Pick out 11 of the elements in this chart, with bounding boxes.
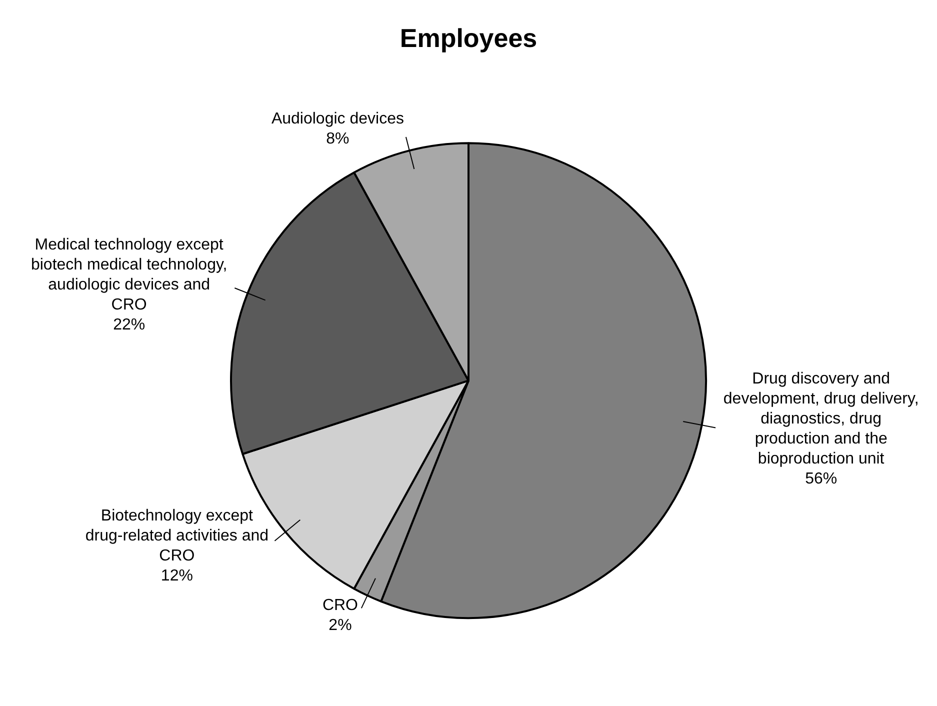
slice-label: Audiologic devices (271, 110, 404, 128)
data-label: 2% (328, 616, 352, 634)
slice-label: Biotechnology except drug-related activities and CRO (85, 507, 269, 564)
data-label: 22% (113, 316, 146, 334)
data-label: 12% (160, 567, 193, 584)
chart-title: Employees (400, 22, 538, 53)
data-label: 56% (805, 470, 838, 488)
data-label: 8% (326, 130, 350, 148)
slice-label: Drug discovery and development, drug delivery, diagnostics, drug production and the bioproduction unit (723, 370, 919, 468)
slice-label: Medical technology except biotech medical technology, audiologic devices and CRO (30, 236, 228, 314)
slice-label: CRO (322, 596, 358, 614)
